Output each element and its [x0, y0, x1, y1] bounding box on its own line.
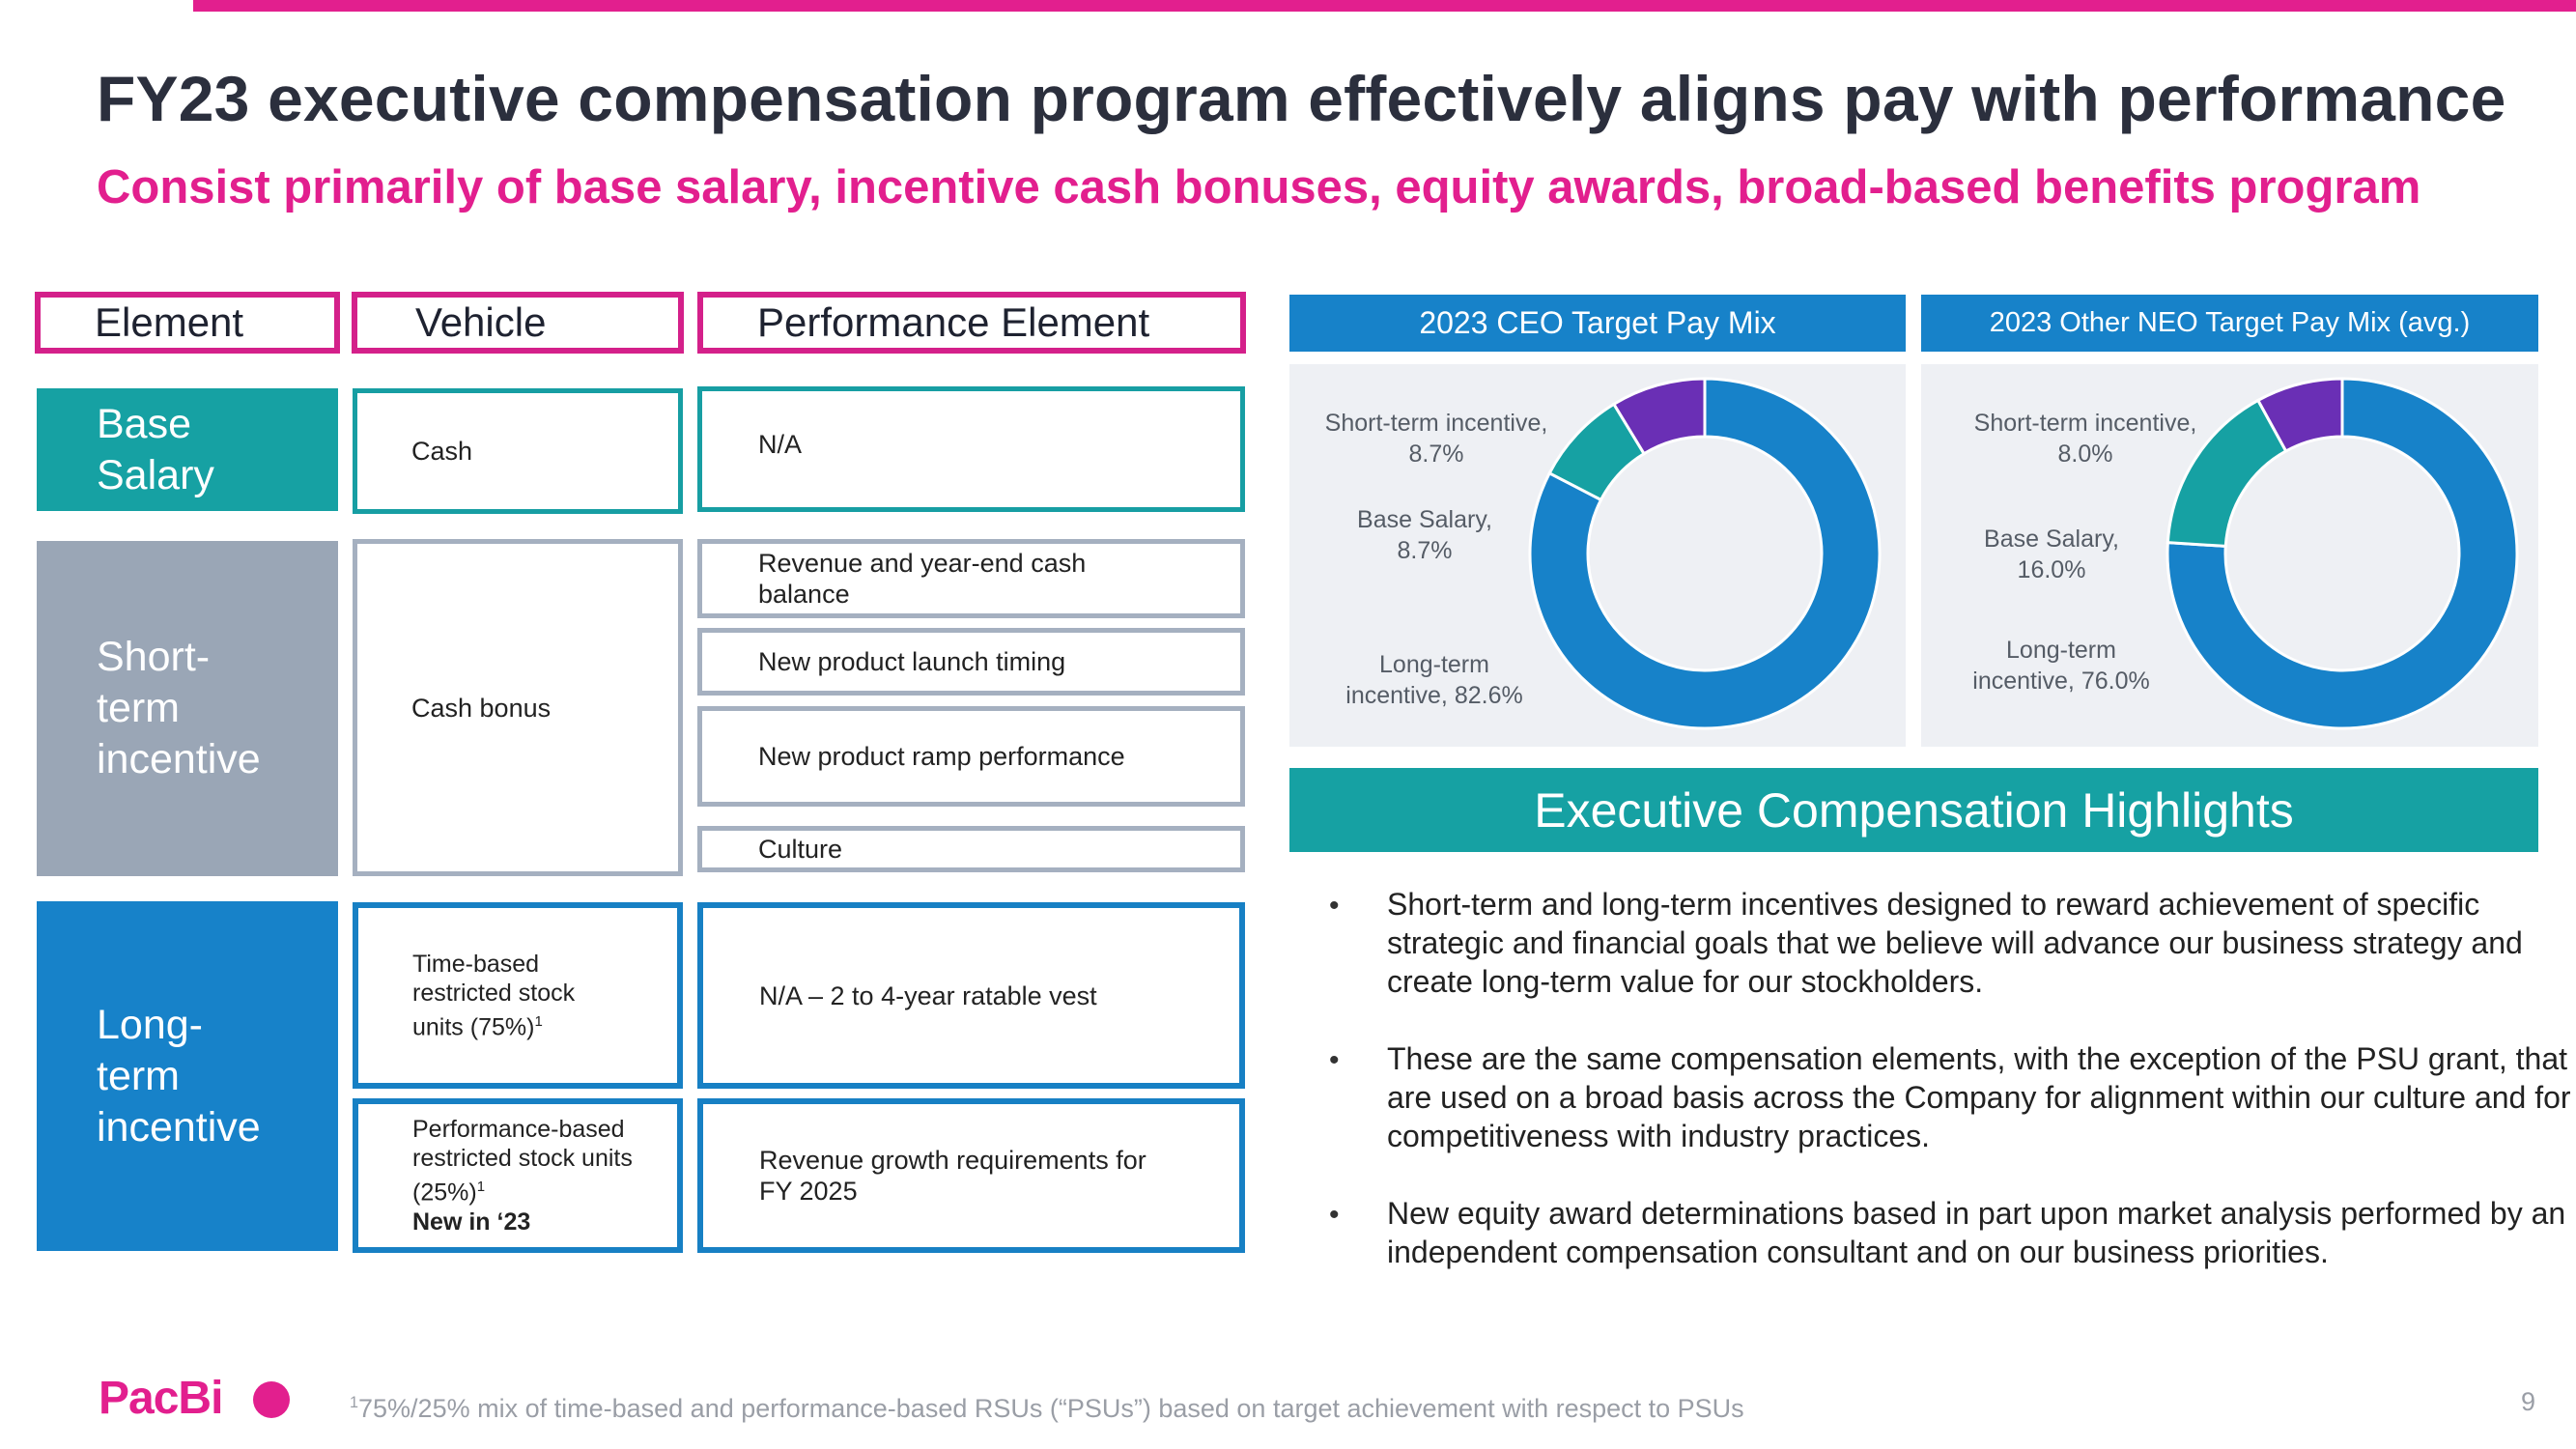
bullet-3-dot: •: [1329, 1199, 1340, 1231]
vehicle-time-based-rsu-label: Time-based restricted stock units (75%): [412, 950, 576, 1041]
neo-label-lti: Long-term incentive, 76.0%: [1936, 635, 2187, 696]
header-element: Element: [35, 292, 340, 354]
perf-revenue-cash: Revenue and year-end cash balance: [697, 539, 1245, 618]
perf-base-salary-label: N/A: [758, 430, 803, 459]
neo-label-sti-line1: Short-term incentive,: [1973, 410, 2197, 437]
perf-ratable-vest: N/A – 2 to 4-year ratable vest: [697, 902, 1245, 1089]
ceo-label-sti-line1: Short-term incentive,: [1324, 410, 1548, 437]
new-in-23-label: New in ‘23: [412, 1208, 531, 1236]
neo-chart-panel: Short-term incentive, 8.0% Base Salary, …: [1921, 364, 2538, 747]
category-lti-label: Long-term incentive: [97, 1001, 261, 1151]
category-base-salary: Base Salary: [37, 388, 338, 511]
highlight-item-1: Short-term and long-term incentives desi…: [1387, 887, 2523, 999]
footnote-marker: 1: [350, 1394, 359, 1411]
vehicle-time-based-rsu-text: Time-based restricted stock units (75%)1: [412, 950, 625, 1041]
footnote-ref-2: 1: [476, 1179, 486, 1196]
ceo-slice-long-term-incentive: [1528, 377, 1882, 730]
perf-culture-label: Culture: [758, 835, 843, 864]
pacbio-logo-dot: [253, 1381, 290, 1418]
neo-label-base: Base Salary, 16.0%: [1926, 524, 2177, 585]
neo-label-base-line1: Base Salary,: [1984, 526, 2119, 553]
pacbio-logo: PacBi: [99, 1373, 223, 1424]
vehicle-cash-label: Cash: [411, 437, 473, 466]
bullet-2-dot: •: [1329, 1044, 1340, 1076]
perf-base-salary: N/A: [697, 386, 1245, 512]
vehicle-cash-bonus: Cash bonus: [353, 539, 683, 876]
highlight-item-2: These are the same compensation elements…: [1387, 1041, 2571, 1153]
vehicle-performance-rsu-text: Performance-based restricted stock units…: [412, 1115, 635, 1236]
ceo-label-lti: Long-term incentive, 82.6%: [1309, 649, 1560, 711]
vehicle-time-based-rsu: Time-based restricted stock units (75%)1: [353, 902, 683, 1089]
category-base-salary-label: Base Salary: [97, 400, 214, 498]
footnote-text: 75%/25% mix of time-based and performanc…: [358, 1394, 1744, 1423]
ceo-donut-chart: [1528, 377, 1882, 730]
ceo-label-lti-line2: incentive, 82.6%: [1345, 682, 1523, 709]
neo-slice-long-term-incentive: [2166, 377, 2519, 730]
bullet-1-dot: •: [1329, 890, 1340, 922]
neo-label-sti-line2: 8.0%: [2057, 440, 2113, 468]
neo-label-lti-line2: incentive, 76.0%: [1972, 668, 2150, 695]
perf-ramp: New product ramp performance: [697, 706, 1245, 807]
vehicle-performance-rsu: Performance-based restricted stock units…: [353, 1098, 683, 1253]
ceo-label-base-line2: 8.7%: [1397, 537, 1453, 564]
footnote-ref-1: 1: [534, 1012, 543, 1030]
vehicle-performance-rsu-label: Performance-based restricted stock units…: [412, 1116, 633, 1207]
neo-slice-base-salary: [2166, 398, 2288, 548]
ceo-chart-panel: Short-term incentive, 8.7% Base Salary, …: [1289, 364, 1906, 747]
highlight-item-3: New equity award determinations based in…: [1387, 1196, 2566, 1269]
header-vehicle: Vehicle: [352, 292, 684, 354]
perf-ramp-label: New product ramp performance: [758, 742, 1125, 771]
perf-revenue-growth-label: Revenue growth requirements for FY 2025: [759, 1146, 1146, 1206]
ceo-label-sti: Short-term incentive, 8.7%: [1291, 408, 1581, 469]
perf-launch-timing: New product launch timing: [697, 628, 1245, 696]
neo-chart-title: 2023 Other NEO Target Pay Mix (avg.): [1921, 295, 2538, 352]
top-accent-bar: [0, 0, 2576, 12]
perf-revenue-growth: Revenue growth requirements for FY 2025: [697, 1098, 1245, 1253]
vehicle-cash: Cash: [353, 388, 683, 514]
neo-label-sti: Short-term incentive, 8.0%: [1940, 408, 2230, 469]
highlights-heading: Executive Compensation Highlights: [1289, 768, 2538, 852]
category-long-term-incentive: Long-term incentive: [37, 901, 338, 1251]
page-number: 9: [2521, 1387, 2536, 1416]
top-accent-gap: [0, 0, 193, 12]
perf-launch-timing-label: New product launch timing: [758, 647, 1066, 676]
ceo-label-lti-line1: Long-term: [1379, 651, 1489, 678]
perf-ratable-vest-label: N/A – 2 to 4-year ratable vest: [759, 980, 1097, 1010]
ceo-slice-short-term-incentive: [1611, 377, 1707, 456]
perf-revenue-cash-label: Revenue and year-end cash balance: [758, 549, 1087, 609]
ceo-label-sti-line2: 8.7%: [1408, 440, 1464, 468]
neo-label-base-line2: 16.0%: [2017, 556, 2086, 583]
ceo-chart-title: 2023 CEO Target Pay Mix: [1289, 295, 1906, 352]
neo-donut-chart: [2166, 377, 2519, 730]
header-performance-element: Performance Element: [697, 292, 1246, 354]
page-title: FY23 executive compensation program effe…: [97, 63, 2506, 134]
ceo-label-base-line1: Base Salary,: [1357, 506, 1492, 533]
footnote: 175%/25% mix of time-based and performan…: [350, 1394, 1744, 1424]
perf-culture: Culture: [697, 826, 1245, 872]
neo-label-lti-line1: Long-term: [2006, 637, 2116, 664]
category-short-term-incentive: Short-term incentive: [37, 541, 338, 876]
ceo-label-base: Base Salary, 8.7%: [1299, 504, 1550, 566]
category-sti-label: Short-term incentive: [97, 634, 261, 782]
page-subtitle: Consist primarily of base salary, incent…: [97, 161, 2421, 213]
neo-slice-short-term-incentive: [2255, 377, 2344, 454]
vehicle-cash-bonus-label: Cash bonus: [411, 693, 552, 723]
